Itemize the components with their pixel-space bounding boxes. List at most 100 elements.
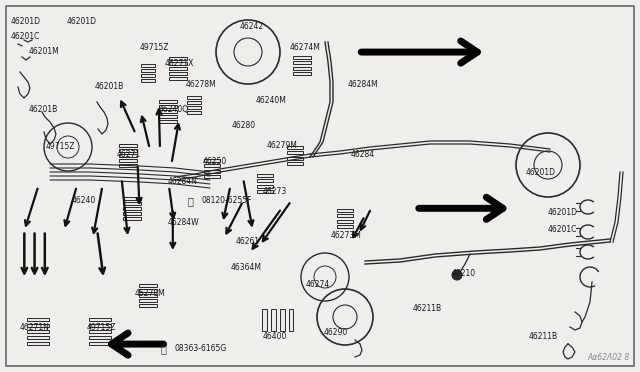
Bar [141, 79, 155, 82]
Bar [141, 69, 155, 72]
Text: 08363-6165G: 08363-6165G [175, 344, 227, 353]
Bar [89, 342, 111, 345]
Bar [293, 67, 311, 70]
Text: 46201C: 46201C [10, 32, 40, 41]
Text: 49715Z: 49715Z [86, 323, 116, 332]
Bar [169, 77, 187, 80]
Bar [169, 57, 187, 60]
Bar [123, 217, 141, 219]
Bar [119, 144, 137, 147]
Text: 46261: 46261 [236, 237, 260, 246]
Bar [169, 62, 187, 64]
Text: 46400: 46400 [262, 332, 287, 341]
Bar [337, 209, 353, 212]
Bar [169, 72, 187, 74]
Bar [159, 100, 177, 103]
Bar [119, 154, 137, 157]
Text: 49715Z: 49715Z [46, 142, 76, 151]
Bar [27, 324, 49, 327]
Text: 46278M: 46278M [134, 289, 165, 298]
Bar [123, 202, 141, 205]
Bar [204, 158, 220, 161]
Text: 46242: 46242 [239, 22, 264, 31]
Bar [169, 67, 187, 70]
Bar [89, 330, 111, 333]
Text: 46278M: 46278M [186, 80, 216, 89]
Text: 46280: 46280 [232, 121, 256, 130]
Bar [123, 197, 141, 199]
Bar [187, 101, 201, 104]
Bar [293, 61, 311, 64]
Text: 46210: 46210 [452, 269, 476, 278]
Text: Ⓢ: Ⓢ [161, 344, 167, 354]
Bar [204, 170, 220, 173]
Bar [139, 299, 157, 301]
Text: 46201B: 46201B [95, 82, 124, 91]
Bar [119, 149, 137, 151]
Bar [89, 336, 111, 339]
Bar [293, 55, 311, 58]
Bar [119, 164, 137, 167]
Text: 46274: 46274 [306, 280, 330, 289]
Bar [187, 111, 201, 114]
Text: 46250: 46250 [202, 157, 227, 166]
Text: 46271N: 46271N [19, 323, 49, 332]
Bar [337, 225, 353, 228]
Bar [289, 309, 293, 331]
Bar [139, 284, 157, 286]
Text: 46279M: 46279M [266, 141, 297, 150]
Bar [337, 214, 353, 217]
Bar [287, 162, 303, 165]
Bar [159, 105, 177, 108]
Text: 08120-6255F: 08120-6255F [202, 196, 252, 205]
Text: 46284: 46284 [351, 150, 375, 159]
Bar [89, 324, 111, 327]
Bar [123, 207, 141, 209]
Bar [123, 212, 141, 215]
Bar [204, 164, 220, 167]
Bar [27, 336, 49, 339]
Text: 46284W: 46284W [168, 218, 199, 227]
Bar [139, 304, 157, 307]
Text: 46274M: 46274M [290, 43, 321, 52]
Text: 46240M: 46240M [256, 96, 287, 105]
Bar [262, 309, 267, 331]
Bar [293, 72, 311, 75]
Bar [119, 159, 137, 161]
Text: 46240: 46240 [72, 196, 96, 205]
Circle shape [452, 270, 462, 280]
Text: 46211B: 46211B [413, 304, 442, 313]
Bar [27, 342, 49, 345]
Text: 46201C: 46201C [548, 225, 577, 234]
Text: 46211B: 46211B [529, 332, 558, 341]
Text: 46201D: 46201D [548, 208, 578, 217]
Bar [187, 106, 201, 109]
Text: 46273: 46273 [262, 187, 287, 196]
Text: 46290: 46290 [323, 328, 348, 337]
Bar [257, 179, 273, 182]
Bar [159, 110, 177, 112]
Text: 46271X: 46271X [165, 60, 195, 68]
Text: 46201B: 46201B [28, 105, 58, 114]
Bar [141, 64, 155, 67]
Bar [271, 309, 276, 331]
Bar [287, 157, 303, 160]
Text: Ⓑ: Ⓑ [188, 196, 194, 206]
Text: 46284N: 46284N [168, 177, 198, 186]
Bar [257, 185, 273, 187]
Bar [337, 219, 353, 222]
Bar [257, 190, 273, 193]
Text: 46201D: 46201D [10, 17, 40, 26]
Bar [159, 115, 177, 118]
Bar [287, 145, 303, 148]
Text: 46364M: 46364M [230, 263, 261, 272]
Text: 46271: 46271 [116, 150, 141, 159]
Bar [159, 120, 177, 122]
Bar [187, 96, 201, 99]
Bar [27, 318, 49, 321]
Text: 49715Z: 49715Z [140, 43, 169, 52]
Bar [280, 309, 285, 331]
Bar [204, 175, 220, 178]
Bar [141, 74, 155, 77]
Text: Aα62Λ02 8: Aα62Λ02 8 [588, 353, 630, 362]
